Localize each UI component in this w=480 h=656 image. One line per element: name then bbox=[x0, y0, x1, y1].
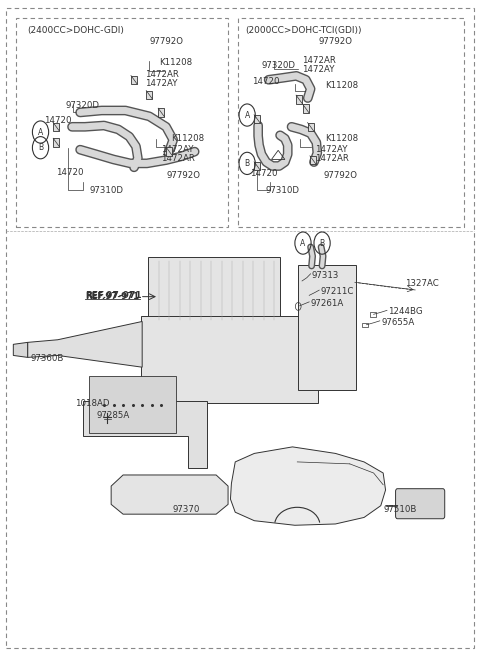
Text: 1244BG: 1244BG bbox=[388, 307, 422, 316]
Text: 14720: 14720 bbox=[252, 77, 279, 86]
Text: 1472AR: 1472AR bbox=[302, 56, 336, 65]
Text: 97792O: 97792O bbox=[319, 37, 353, 47]
FancyBboxPatch shape bbox=[141, 316, 318, 403]
Text: 97310D: 97310D bbox=[90, 186, 124, 195]
Text: (2000CC>DOHC-TCI(GDI)): (2000CC>DOHC-TCI(GDI)) bbox=[245, 26, 361, 35]
Text: 1327AC: 1327AC bbox=[405, 279, 438, 288]
Text: 14720: 14720 bbox=[250, 169, 277, 178]
FancyBboxPatch shape bbox=[396, 489, 445, 519]
Text: A: A bbox=[38, 127, 43, 136]
Text: REF.97-971: REF.97-971 bbox=[85, 292, 139, 301]
Bar bbox=[131, 75, 137, 84]
Text: 97792O: 97792O bbox=[149, 37, 183, 47]
Bar bbox=[296, 95, 302, 104]
Text: 14720: 14720 bbox=[56, 168, 84, 177]
Text: (2400CC>DOHC-GDI): (2400CC>DOHC-GDI) bbox=[28, 26, 124, 35]
Text: 1472AR: 1472AR bbox=[161, 154, 195, 163]
Text: B: B bbox=[245, 159, 250, 168]
Bar bbox=[166, 148, 172, 156]
Bar bbox=[53, 138, 60, 147]
Bar bbox=[308, 123, 314, 131]
Text: 97792O: 97792O bbox=[324, 171, 358, 180]
Text: K11208: K11208 bbox=[159, 58, 192, 67]
Bar bbox=[310, 156, 316, 165]
Text: 1018AD: 1018AD bbox=[75, 400, 110, 408]
Text: A: A bbox=[300, 239, 306, 247]
Text: 97313: 97313 bbox=[312, 271, 339, 280]
Text: 97655A: 97655A bbox=[382, 318, 415, 327]
Text: REF.97-971: REF.97-971 bbox=[85, 291, 142, 300]
Text: 97360B: 97360B bbox=[30, 354, 63, 363]
FancyBboxPatch shape bbox=[89, 377, 176, 432]
Text: 97211C: 97211C bbox=[320, 287, 354, 296]
Polygon shape bbox=[111, 475, 228, 514]
Polygon shape bbox=[83, 401, 206, 468]
Text: 1472AY: 1472AY bbox=[144, 79, 177, 88]
Text: A: A bbox=[244, 111, 250, 119]
Text: 1472AY: 1472AY bbox=[161, 144, 194, 154]
Polygon shape bbox=[13, 342, 28, 358]
Text: 97320D: 97320D bbox=[262, 61, 296, 70]
Bar bbox=[362, 323, 368, 327]
Text: 1472AR: 1472AR bbox=[315, 154, 349, 163]
Text: K11208: K11208 bbox=[325, 134, 358, 143]
Text: 97310D: 97310D bbox=[265, 186, 300, 195]
FancyBboxPatch shape bbox=[298, 265, 356, 390]
Text: K11208: K11208 bbox=[325, 81, 358, 89]
Text: 97792O: 97792O bbox=[166, 171, 200, 180]
Bar bbox=[254, 115, 260, 123]
Text: B: B bbox=[320, 239, 324, 247]
Bar bbox=[146, 91, 153, 99]
Text: 1472AY: 1472AY bbox=[302, 66, 335, 75]
Text: B: B bbox=[38, 143, 43, 152]
Text: 97261A: 97261A bbox=[311, 298, 344, 308]
Polygon shape bbox=[230, 447, 385, 525]
Text: K11208: K11208 bbox=[171, 134, 204, 143]
FancyBboxPatch shape bbox=[148, 257, 280, 323]
Bar bbox=[370, 312, 376, 317]
Text: 1472AR: 1472AR bbox=[144, 70, 179, 79]
Text: 1472AY: 1472AY bbox=[315, 144, 348, 154]
Text: 97510B: 97510B bbox=[383, 505, 417, 514]
Text: 14720: 14720 bbox=[44, 116, 72, 125]
Text: 97370: 97370 bbox=[172, 505, 200, 514]
Bar bbox=[303, 104, 309, 113]
Bar bbox=[53, 123, 60, 131]
Polygon shape bbox=[28, 321, 142, 367]
Bar bbox=[254, 162, 260, 171]
Bar bbox=[158, 108, 164, 117]
Text: 97320D: 97320D bbox=[66, 102, 100, 110]
Text: 97285A: 97285A bbox=[97, 411, 130, 420]
